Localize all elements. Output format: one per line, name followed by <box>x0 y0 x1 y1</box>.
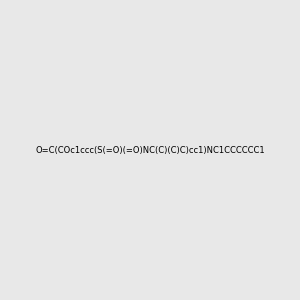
Text: O=C(COc1ccc(S(=O)(=O)NC(C)(C)C)cc1)NC1CCCCCC1: O=C(COc1ccc(S(=O)(=O)NC(C)(C)C)cc1)NC1CC… <box>35 146 265 154</box>
